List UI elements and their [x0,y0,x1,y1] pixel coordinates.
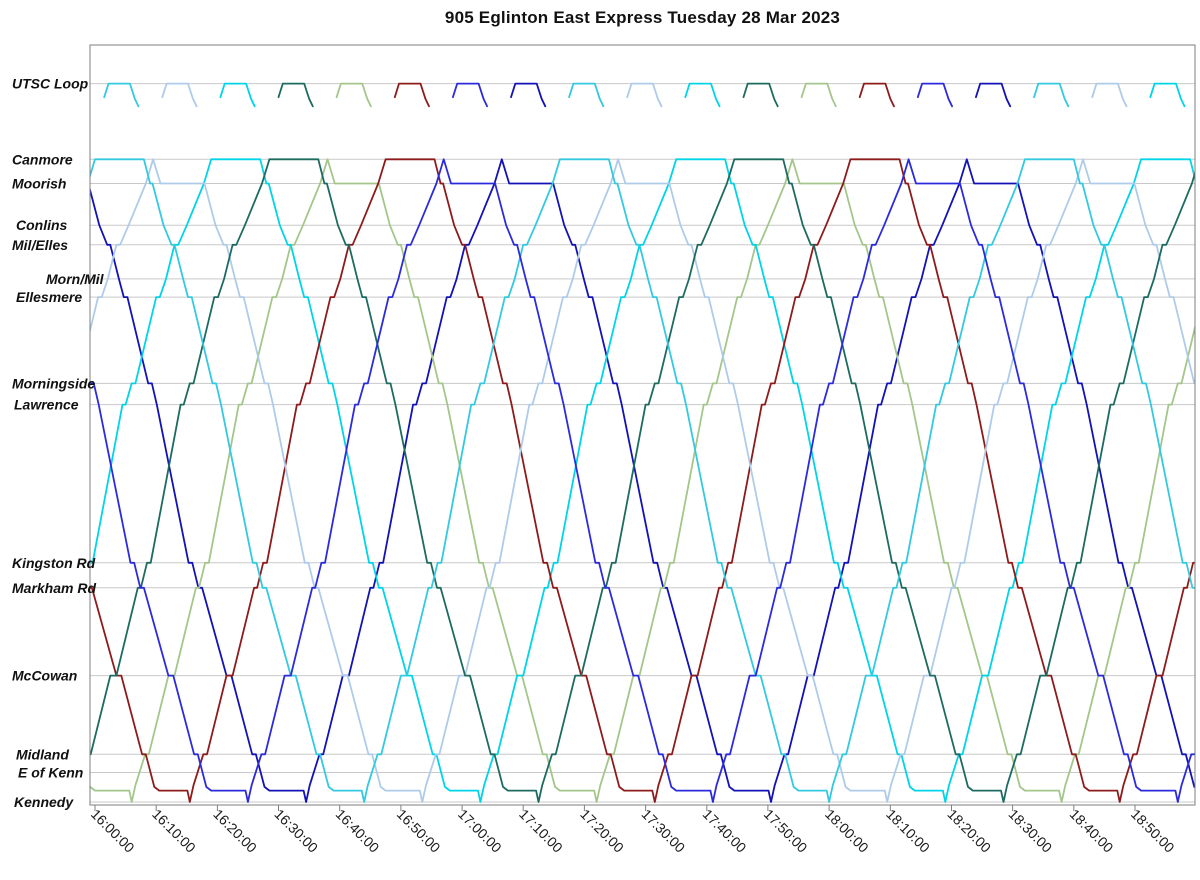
station-label-kennedy: Kennedy [14,794,74,810]
utsc-loop-mark-lightblue [626,82,663,108]
x-tick-label: 18:10:00 [883,806,933,856]
vehicle-line-darkred [90,158,1195,803]
utsc-loop-mark-aqua [568,82,605,108]
station-label-e-of-kenn: E of Kenn [18,765,83,781]
utsc-loop-mark-lightblue [1091,82,1128,108]
station-label-midland: Midland [16,746,69,762]
series-group [90,82,1195,803]
utsc-loop-mark-teal [277,82,314,108]
x-tick-label: 16:30:00 [271,806,321,856]
x-tick-label: 18:00:00 [822,806,872,856]
vehicle-line-teal [90,158,1195,803]
utsc-loop-mark-aqua [103,82,140,108]
station-label-mil-elles: Mil/Elles [12,237,68,253]
x-tick-label: 16:00:00 [88,806,138,856]
utsc-loop-mark-darkred [858,82,895,108]
vehicle-line-green [90,158,1195,803]
station-label-mccowan: McCowan [12,668,77,684]
x-tick-label: 17:20:00 [577,806,627,856]
utsc-loop-mark-navy [975,82,1012,108]
utsc-loop-mark-teal [742,82,779,108]
station-label-conlins: Conlins [16,217,68,233]
x-tick-label: 17:10:00 [516,806,566,856]
station-label-kingston-rd: Kingston Rd [12,555,96,571]
vehicle-line-cyan [90,158,1195,803]
station-label-markham-rd: Markham Rd [12,580,96,596]
station-label-canmore: Canmore [12,151,73,167]
x-tick-label: 17:30:00 [638,806,688,856]
station-label-morn-mil: Morn/Mil [46,271,105,287]
utsc-loop-mark-green [335,82,372,108]
utsc-loop-mark-green [800,82,837,108]
utsc-loop-mark-cyan [219,82,256,108]
x-tick-label: 18:30:00 [1005,806,1055,856]
vehicle-line-navy [90,158,1195,803]
x-tick-label: 17:40:00 [700,806,750,856]
station-label-lawrence: Lawrence [14,397,79,413]
x-tick-label: 17:50:00 [761,806,811,856]
vehicle-line-lightblue [90,158,1195,803]
x-tick-label: 16:50:00 [394,806,444,856]
utsc-loop-mark-darkred [393,82,430,108]
x-tick-label: 16:10:00 [149,806,199,856]
utsc-loop-mark-aqua [1033,82,1070,108]
chart-title: 905 Eglinton East Express Tuesday 28 Mar… [444,8,841,27]
utsc-loop-mark-blue [916,82,953,108]
vehicle-line-aqua [90,158,1195,803]
utsc-loop-mark-navy [510,82,547,108]
x-tick-label: 18:20:00 [944,806,994,856]
station-label-utsc-loop: UTSC Loop [12,76,89,92]
x-tick-label: 18:50:00 [1128,806,1178,856]
utsc-loop-mark-blue [451,82,489,108]
x-tick-label: 17:00:00 [455,806,505,856]
station-label-moorish: Moorish [12,176,66,192]
x-tick-label: 18:40:00 [1067,806,1117,856]
utsc-loop-mark-cyan [1149,82,1186,108]
station-label-ellesmere: Ellesmere [16,289,82,305]
utsc-loop-mark-lightblue [161,82,198,108]
x-tick-label: 16:20:00 [210,806,260,856]
vehicle-line-blue [90,158,1195,803]
station-label-morningside: Morningside [12,375,95,391]
x-tick-label: 16:40:00 [333,806,383,856]
utsc-loop-mark-cyan [684,82,721,108]
plot-frame [89,44,1196,806]
